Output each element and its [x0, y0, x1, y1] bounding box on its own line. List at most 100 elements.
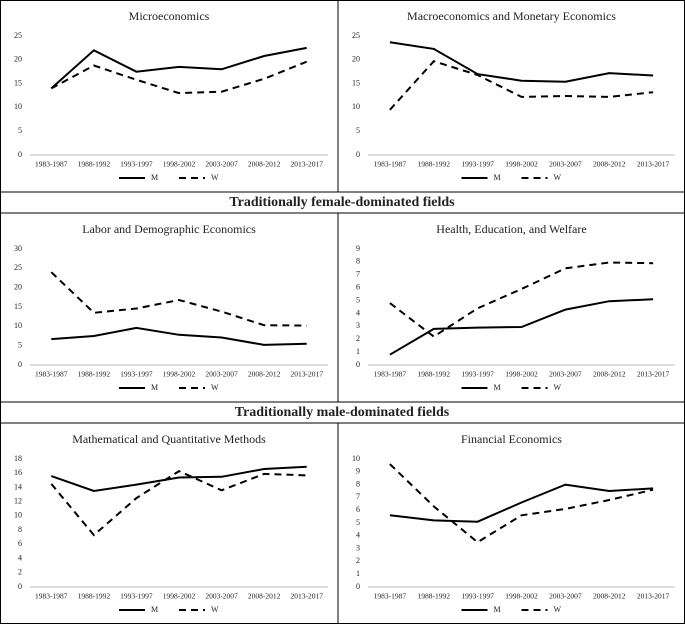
x-tick-label: 2003-2007 — [205, 370, 238, 379]
chart-title: Mathematical and Quantitative Methods — [72, 432, 266, 446]
y-tick-label: 0 — [356, 150, 360, 159]
y-tick-label: 9 — [356, 467, 360, 476]
legend-label: M — [494, 605, 501, 614]
y-tick-label: 25 — [14, 31, 22, 40]
y-tick-label: 8 — [356, 479, 360, 488]
y-tick-label: 6 — [18, 539, 22, 548]
x-tick-label: 1993-1997 — [120, 370, 153, 379]
legend-label: W — [554, 383, 562, 392]
y-tick-label: 20 — [14, 282, 22, 291]
y-tick-label: 25 — [14, 263, 22, 272]
x-tick-label: 2008-2012 — [593, 160, 626, 169]
legend-label: M — [151, 173, 158, 182]
y-tick-label: 30 — [14, 244, 22, 253]
legend-label: M — [494, 383, 501, 392]
legend-label: M — [151, 605, 158, 614]
y-tick-label: 1 — [356, 569, 360, 578]
y-tick-label: 0 — [18, 360, 22, 369]
y-tick-label: 6 — [356, 282, 360, 291]
line-series — [389, 41, 654, 83]
x-tick-label: 1998-2002 — [163, 592, 196, 601]
y-tick-label: 4 — [356, 308, 360, 317]
x-tick-label: 2013-2017 — [637, 370, 670, 379]
x-tick-label: 1988-1992 — [78, 160, 111, 169]
line-series — [389, 298, 654, 356]
y-tick-label: 10 — [352, 102, 360, 111]
x-tick-label: 2008-2012 — [593, 370, 626, 379]
y-tick-label: 12 — [14, 496, 22, 505]
x-tick-label: 2013-2017 — [637, 592, 670, 601]
x-tick-label: 2003-2007 — [549, 592, 582, 601]
y-tick-label: 5 — [356, 126, 360, 135]
x-tick-label: 2003-2007 — [549, 370, 582, 379]
y-tick-label: 5 — [18, 340, 22, 349]
x-tick-label: 1998-2002 — [163, 370, 196, 379]
x-tick-label: 1993-1997 — [461, 160, 494, 169]
x-tick-label: 1988-1992 — [418, 160, 451, 169]
y-tick-label: 2 — [18, 568, 22, 577]
y-tick-label: 0 — [356, 360, 360, 369]
y-tick-label: 9 — [356, 244, 360, 253]
x-tick-label: 2008-2012 — [248, 370, 281, 379]
x-tick-label: 2013-2017 — [637, 160, 670, 169]
y-tick-label: 7 — [356, 492, 360, 501]
section-heading: Traditionally female-dominated fields — [229, 195, 455, 210]
y-tick-label: 25 — [352, 31, 360, 40]
section-heading: Traditionally male-dominated fields — [235, 405, 450, 420]
line-series — [50, 469, 307, 537]
line-series — [51, 326, 307, 346]
y-tick-label: 16 — [14, 468, 22, 477]
x-tick-label: 1993-1997 — [461, 592, 494, 601]
chart-title: Labor and Demographic Economics — [82, 222, 256, 236]
legend-label: W — [211, 383, 219, 392]
line-series — [50, 46, 307, 90]
x-tick-label: 2003-2007 — [549, 160, 582, 169]
line-series — [50, 271, 307, 327]
y-tick-label: 2 — [356, 556, 360, 565]
x-tick-label: 1983-1987 — [374, 370, 407, 379]
line-series — [50, 60, 308, 95]
y-tick-label: 4 — [18, 553, 22, 562]
x-tick-label: 1993-1997 — [120, 160, 153, 169]
x-tick-label: 1983-1987 — [374, 160, 407, 169]
x-tick-label: 2003-2007 — [205, 592, 238, 601]
line-series — [50, 465, 307, 493]
y-tick-label: 5 — [18, 126, 22, 135]
x-tick-label: 1998-2002 — [505, 592, 538, 601]
line-series — [389, 60, 654, 111]
legend-label: W — [554, 605, 562, 614]
x-tick-label: 1998-2002 — [505, 370, 538, 379]
legend-label: W — [211, 605, 219, 614]
legend-label: M — [151, 383, 158, 392]
x-tick-label: 1988-1992 — [78, 592, 111, 601]
y-tick-label: 20 — [352, 55, 360, 64]
y-tick-label: 15 — [14, 302, 22, 311]
x-tick-label: 1988-1992 — [418, 370, 451, 379]
y-tick-label: 2 — [356, 334, 360, 343]
y-tick-label: 3 — [356, 321, 360, 330]
chart-title: Health, Education, and Welfare — [436, 222, 586, 236]
x-tick-label: 1983-1987 — [35, 592, 68, 601]
x-tick-label: 1983-1987 — [35, 370, 68, 379]
y-tick-label: 15 — [14, 78, 22, 87]
chart-title: Macroeconomics and Monetary Economics — [407, 9, 616, 23]
x-tick-label: 1993-1997 — [461, 370, 494, 379]
x-tick-label: 2013-2017 — [290, 592, 323, 601]
x-tick-label: 1998-2002 — [505, 160, 538, 169]
y-tick-label: 5 — [356, 295, 360, 304]
y-tick-label: 10 — [14, 102, 22, 111]
line-series — [389, 261, 654, 338]
x-tick-label: 2013-2017 — [290, 160, 323, 169]
x-tick-label: 2013-2017 — [290, 370, 323, 379]
y-tick-label: 8 — [18, 525, 22, 534]
chart-title: Financial Economics — [461, 432, 562, 446]
y-tick-label: 18 — [14, 454, 22, 463]
legend-label: M — [494, 173, 501, 182]
x-tick-label: 1998-2002 — [163, 160, 196, 169]
y-tick-label: 8 — [356, 257, 360, 266]
x-tick-label: 1983-1987 — [374, 592, 407, 601]
x-tick-label: 1988-1992 — [78, 370, 111, 379]
y-tick-label: 10 — [14, 511, 22, 520]
